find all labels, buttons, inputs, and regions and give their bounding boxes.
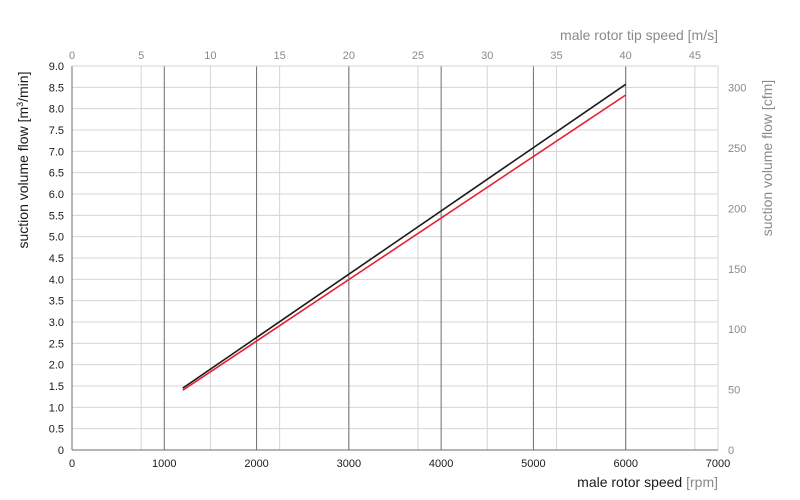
y-left-tick-label: 9.0 [49, 61, 64, 73]
x-axis-bottom-label: male rotor speed [577, 474, 682, 490]
y-right-tick-label: 250 [728, 143, 746, 155]
series-lines [182, 83, 627, 391]
y-left-tick-label: 1.5 [49, 381, 64, 393]
y-axis-left-label-prefix: suction volume flow [m [15, 107, 31, 249]
y-axis-left-label-suffix: /min] [15, 72, 31, 102]
x-top-tick-label: 30 [481, 50, 493, 62]
y-right-tick-label: 100 [728, 324, 746, 336]
x-top-tick-label: 45 [689, 50, 701, 62]
y-right-tick-label: 50 [728, 385, 740, 397]
x-bottom-tick-label: 6000 [613, 458, 637, 470]
x-top-tick-label: 20 [343, 50, 355, 62]
series-line-1 [182, 83, 627, 389]
y-right-tick-label: 0 [728, 445, 734, 457]
y-left-tick-label: 5.0 [49, 232, 64, 244]
y-left-tick-label: 6.5 [49, 168, 64, 180]
x-top-tick-label: 10 [204, 50, 216, 62]
y-axis-left-label-sup: 3 [15, 102, 25, 107]
x-bottom-tick-label: 1000 [152, 458, 176, 470]
y-left-tick-label: 1.0 [49, 402, 64, 414]
y-left-tick-label: 4.0 [49, 274, 64, 286]
y-right-tick-label: 300 [728, 83, 746, 95]
y-left-tick-label: 4.5 [49, 253, 64, 265]
y-left-tick-label: 2.0 [49, 360, 64, 372]
y-left-tick-label: 8.0 [49, 104, 64, 116]
y-left-tick-label: 7.5 [49, 125, 64, 137]
y-left-tick-label: 0 [58, 445, 64, 457]
x-bottom-tick-label: 5000 [521, 458, 545, 470]
x-top-tick-label: 35 [550, 50, 562, 62]
x-bottom-tick-label: 4000 [429, 458, 453, 470]
y-right-tick-label: 200 [728, 203, 746, 215]
y-left-tick-label: 0.5 [49, 424, 64, 436]
x-axis-bottom-unit: [rpm] [686, 474, 718, 490]
x-top-tick-label: 0 [69, 50, 75, 62]
y-left-tick-label: 3.5 [49, 296, 64, 308]
y-left-tick-label: 8.5 [49, 82, 64, 94]
x-axis-top-title: male rotor tip speed [m/s] [560, 27, 718, 43]
y-left-tick-label: 5.5 [49, 210, 64, 222]
y-left-tick-label: 2.5 [49, 338, 64, 350]
x-axis-bottom-title: male rotor speed [rpm] [577, 474, 718, 490]
series-line-2 [182, 94, 627, 391]
x-top-tick-label: 40 [620, 50, 632, 62]
grid-minor [72, 65, 718, 451]
y-left-tick-label: 6.0 [49, 189, 64, 201]
x-bottom-tick-label: 2000 [244, 458, 268, 470]
x-bottom-tick-label: 3000 [337, 458, 361, 470]
x-bottom-tick-label: 0 [69, 458, 75, 470]
x-top-tick-label: 5 [138, 50, 144, 62]
grid-major [71, 65, 719, 451]
x-bottom-tick-label: 7000 [706, 458, 730, 470]
y-right-tick-label: 150 [728, 264, 746, 276]
y-axis-right-title: suction volume flow [cfm] [759, 80, 775, 236]
y-left-tick-label: 7.0 [49, 146, 64, 158]
y-left-tick-label: 3.0 [49, 317, 64, 329]
y-axis-left-title: suction volume flow [m3/min] [15, 72, 31, 249]
x-top-tick-label: 25 [412, 50, 424, 62]
x-top-tick-label: 15 [274, 50, 286, 62]
